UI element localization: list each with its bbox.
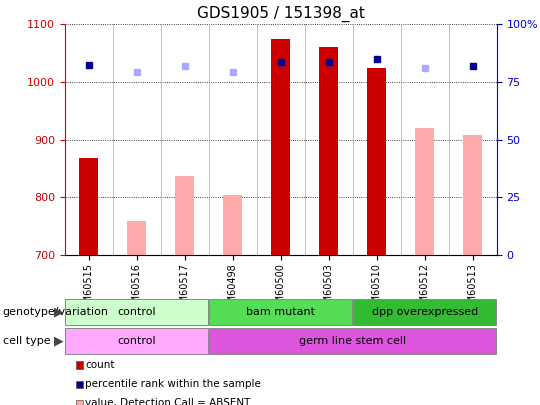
Text: control: control: [118, 336, 156, 346]
Bar: [223, 194, 242, 255]
Bar: [210, 299, 352, 326]
Text: cell type: cell type: [3, 336, 50, 346]
Text: germ line stem cell: germ line stem cell: [299, 336, 407, 346]
Title: GDS1905 / 151398_at: GDS1905 / 151398_at: [197, 5, 364, 21]
Text: ▶: ▶: [53, 306, 63, 319]
Bar: [367, 68, 387, 255]
Text: percentile rank within the sample: percentile rank within the sample: [85, 379, 261, 389]
Bar: [415, 128, 434, 255]
Bar: [319, 47, 339, 255]
Bar: [463, 135, 482, 255]
Bar: [353, 299, 496, 326]
Bar: [271, 39, 291, 255]
Text: ▶: ▶: [53, 335, 63, 347]
Bar: [65, 299, 208, 326]
Text: bam mutant: bam mutant: [246, 307, 315, 317]
Bar: [127, 220, 146, 255]
Bar: [175, 175, 194, 255]
Bar: [79, 158, 98, 255]
Text: count: count: [85, 360, 115, 369]
Text: value, Detection Call = ABSENT: value, Detection Call = ABSENT: [85, 399, 251, 405]
Bar: [65, 328, 208, 354]
Bar: [210, 328, 496, 354]
Text: dpp overexpressed: dpp overexpressed: [372, 307, 478, 317]
Text: control: control: [118, 307, 156, 317]
Text: genotype/variation: genotype/variation: [3, 307, 109, 317]
